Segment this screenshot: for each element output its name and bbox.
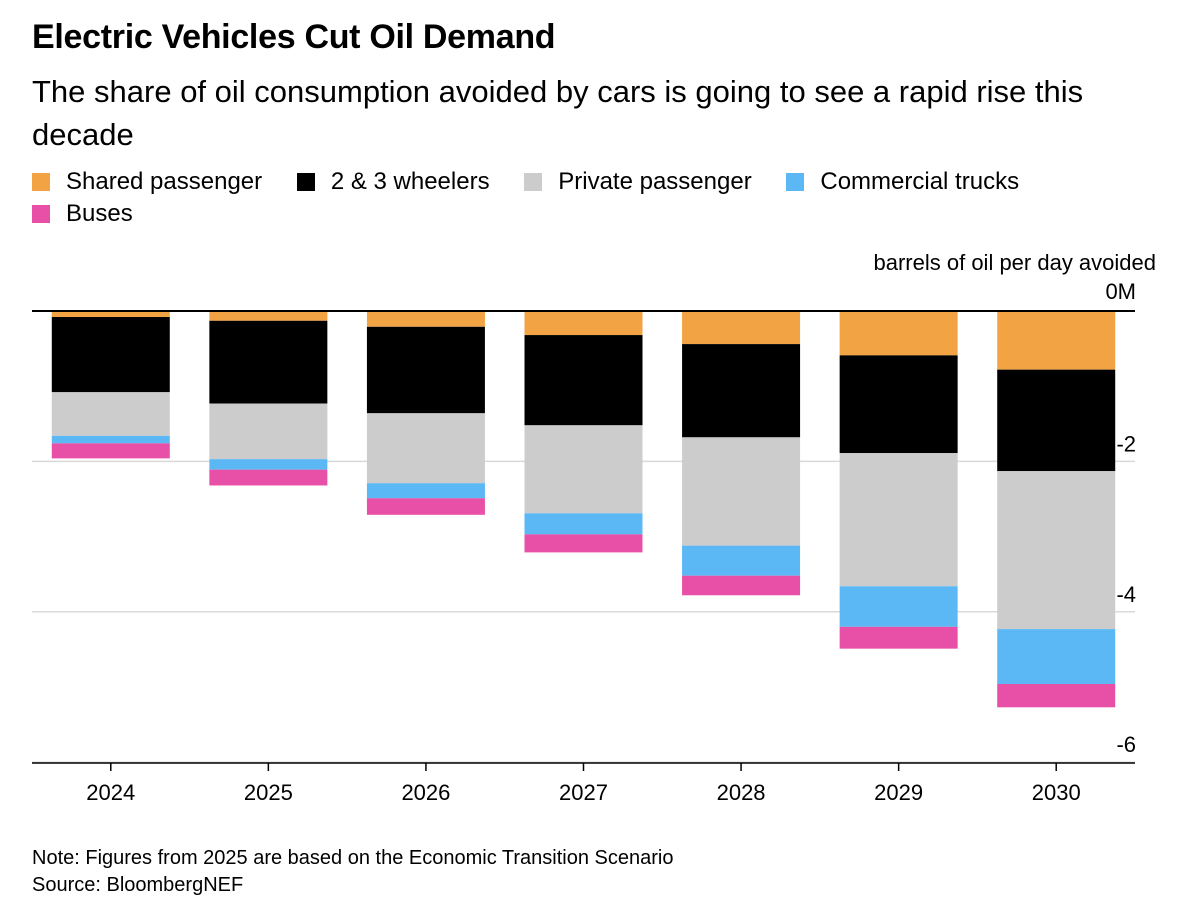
- bar-segment-commercial-trucks: [839, 586, 958, 627]
- x-tick-label: 2025: [244, 780, 293, 805]
- y-tick-label: -4: [1116, 582, 1136, 607]
- x-tick-label: 2029: [874, 780, 923, 805]
- legend-swatch: [32, 173, 50, 191]
- chart-title: Electric Vehicles Cut Oil Demand: [32, 18, 556, 56]
- bar-segment-buses: [209, 469, 328, 486]
- bar-segment-buses: [51, 443, 170, 459]
- bar-segment-commercial-trucks: [524, 513, 643, 535]
- bar-segment-2-3-wheelers: [997, 369, 1116, 472]
- bar-segment-buses: [682, 575, 801, 596]
- bar-segment-shared-passenger: [682, 311, 801, 345]
- bar-segment-commercial-trucks: [682, 545, 801, 576]
- y-tick-label: -2: [1116, 431, 1136, 456]
- bar-segment-commercial-trucks: [209, 459, 328, 470]
- bar-segment-buses: [524, 534, 643, 553]
- bar-segment-shared-passenger: [997, 311, 1116, 370]
- legend-label: Private passenger: [558, 168, 752, 195]
- legend-item-shared-passenger: Shared passenger: [32, 166, 262, 198]
- bar-segment-2-3-wheelers: [524, 335, 643, 426]
- y-tick-label: 0M: [1105, 279, 1136, 304]
- bar-segment-shared-passenger: [51, 311, 170, 318]
- legend-label: Commercial trucks: [820, 168, 1020, 195]
- source-text: Source: BloombergNEF: [32, 874, 244, 896]
- bar-segment-commercial-trucks: [51, 435, 170, 444]
- bar-segment-private-passenger: [524, 425, 643, 514]
- note-text: Note: Figures from 2025 are based on the…: [32, 847, 674, 869]
- legend-label: Buses: [66, 200, 133, 227]
- legend-swatch: [524, 173, 543, 191]
- bar-segment-commercial-trucks: [997, 629, 1116, 684]
- legend-swatch: [786, 173, 805, 191]
- bar-segment-buses: [997, 683, 1116, 708]
- bar-segment-buses: [839, 626, 958, 649]
- bar-segment-private-passenger: [997, 471, 1116, 630]
- bar-segment-shared-passenger: [366, 311, 485, 327]
- legend-label: Shared passenger: [66, 168, 263, 195]
- x-tick-label: 2028: [717, 780, 766, 805]
- bar-segment-2-3-wheelers: [366, 326, 485, 414]
- legend: Shared passenger 2 & 3 wheelers Private …: [32, 166, 1162, 230]
- bar-segment-private-passenger: [839, 453, 958, 587]
- legend-item-private-passenger: Private passenger: [524, 166, 752, 198]
- x-tick-label: 2026: [401, 780, 450, 805]
- bar-segment-2-3-wheelers: [51, 317, 170, 393]
- x-tick-label: 2030: [1032, 780, 1081, 805]
- legend-label: 2 & 3 wheelers: [330, 168, 490, 195]
- legend-item-commercial-trucks: Commercial trucks: [786, 166, 1019, 198]
- bar-segment-private-passenger: [682, 437, 801, 546]
- y-axis-label: barrels of oil per day avoided: [874, 250, 1157, 275]
- footnote: Note: Figures from 2025 are based on the…: [32, 845, 673, 899]
- legend-item-2-3-wheelers: 2 & 3 wheelers: [296, 166, 490, 198]
- legend-swatch: [296, 173, 315, 191]
- bar-segment-2-3-wheelers: [209, 320, 328, 404]
- legend-swatch: [32, 205, 50, 223]
- bar-segment-private-passenger: [209, 403, 328, 460]
- bar-segment-shared-passenger: [209, 311, 328, 321]
- legend-item-buses: Buses: [32, 198, 133, 230]
- bar-segment-private-passenger: [51, 392, 170, 436]
- y-tick-label: -6: [1116, 732, 1136, 757]
- chart-subtitle: The share of oil consumption avoided by …: [32, 74, 1084, 152]
- bar-segment-private-passenger: [366, 413, 485, 484]
- bar-segment-shared-passenger: [839, 311, 958, 356]
- bar-segment-2-3-wheelers: [839, 355, 958, 454]
- bar-segment-buses: [366, 498, 485, 515]
- x-tick-label: 2024: [86, 780, 135, 805]
- x-tick-label: 2027: [559, 780, 608, 805]
- bar-segment-2-3-wheelers: [682, 344, 801, 438]
- bar-segment-shared-passenger: [524, 311, 643, 336]
- bar-segment-commercial-trucks: [366, 483, 485, 499]
